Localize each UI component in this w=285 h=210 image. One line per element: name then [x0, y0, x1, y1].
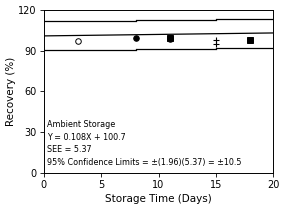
X-axis label: Storage Time (Days): Storage Time (Days)	[105, 194, 212, 205]
Y-axis label: Recovery (%): Recovery (%)	[5, 57, 16, 126]
Text: Ambient Storage
Y = 0.108X + 100.7
SEE = 5.37
95% Confidence Limits = ±(1.96)(5.: Ambient Storage Y = 0.108X + 100.7 SEE =…	[47, 120, 242, 167]
